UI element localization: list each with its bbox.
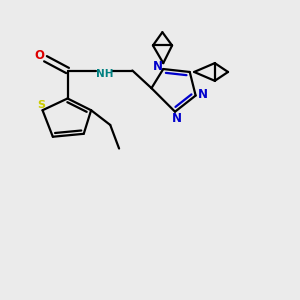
- Text: N: N: [198, 88, 208, 100]
- Text: S: S: [37, 100, 45, 110]
- Text: O: O: [34, 49, 44, 62]
- Text: N: N: [172, 112, 182, 125]
- Text: N: N: [153, 60, 163, 73]
- Text: NH: NH: [96, 69, 114, 79]
